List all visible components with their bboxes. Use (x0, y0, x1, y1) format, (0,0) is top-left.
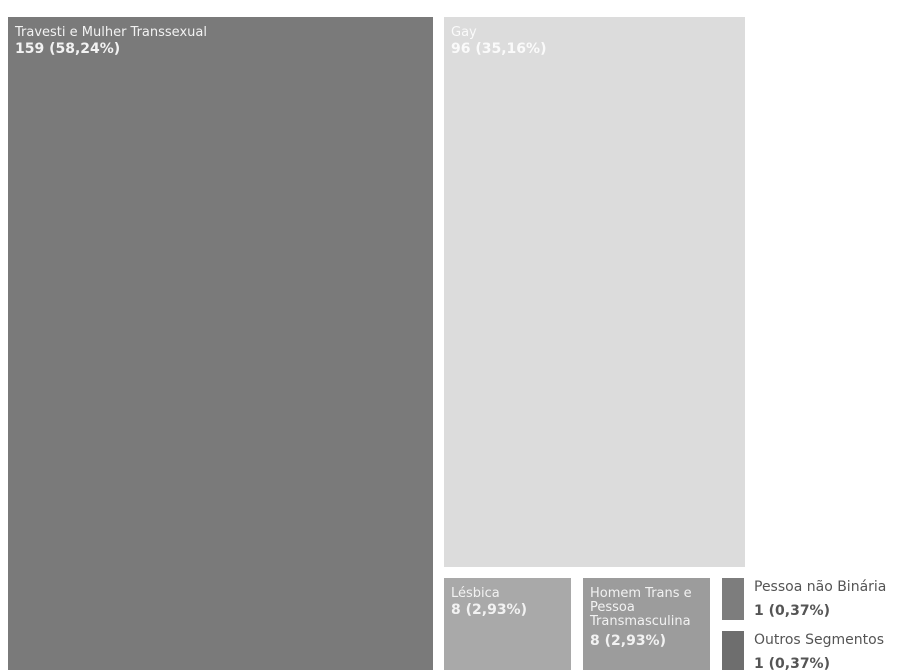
tile-gay (444, 17, 745, 567)
tile-label-travesti-mulher-transsexual: Travesti e Mulher Transsexual (14, 25, 207, 40)
tile-lesbica (444, 578, 571, 670)
tile-value-lesbica: 8 (2,93%) (451, 602, 527, 618)
tile-label-outros-segmentos: Outros Segmentos (754, 632, 884, 648)
tile-value-pessoa-nao-binaria: 1 (0,37%) (754, 603, 830, 619)
tile-pessoa-nao-binaria (722, 578, 744, 620)
tile-outros-segmentos (722, 631, 744, 670)
tile-label-gay: Gay (451, 25, 477, 40)
tile-value-travesti-mulher-transsexual: 159 (58,24%) (15, 41, 120, 57)
tile-travesti-mulher-transsexual (8, 17, 433, 670)
tile-value-outros-segmentos: 1 (0,37%) (754, 656, 830, 670)
tile-label-lesbica: Lésbica (451, 586, 500, 601)
tile-value-homem-trans: 8 (2,93%) (590, 633, 666, 649)
tile-value-gay: 96 (35,16%) (451, 41, 546, 57)
tile-label-homem-trans: Homem Trans e Pessoa Transmasculina (589, 586, 692, 629)
tile-label-pessoa-nao-binaria: Pessoa não Binária (754, 579, 886, 595)
tile-homem-trans (583, 578, 710, 670)
